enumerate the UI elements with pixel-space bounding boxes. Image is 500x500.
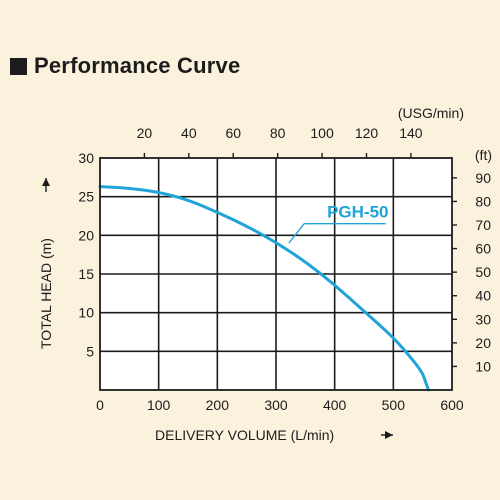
right-tick-label: 40 [475,288,491,304]
right-tick-label: 50 [475,264,491,280]
top-tick-label: 120 [355,125,379,141]
top-tick-label: 140 [399,125,423,141]
y-tick-label: 10 [78,305,94,321]
top-tick-label: 80 [270,125,286,141]
axis-labels: (USG/min) (ft) DELIVERY VOLUME (L/min) TOTA… [38,105,492,443]
right-tick-label: 70 [475,217,491,233]
x-tick-label: 500 [382,397,406,413]
top-tick-label: 60 [225,125,241,141]
series-label-leader [288,223,305,244]
right-axis-unit: (ft) [475,147,492,163]
right-tick-label: 20 [475,335,491,351]
x-tick-label: 200 [206,397,230,413]
y-axis-arrow-head [42,178,50,186]
title-block: Performance Curve [10,53,240,79]
x-axis-arrow-head [385,431,393,439]
top-tick-label: 20 [137,125,153,141]
y-tick-label: 30 [78,150,94,166]
x-tick-label: 100 [147,397,171,413]
plot-frame [99,153,457,391]
y-tick-label: 5 [86,343,94,359]
x-tick-label: 0 [96,397,104,413]
x-tick-label: 400 [323,397,347,413]
title-bullet-square [10,57,27,75]
x-axis-label: DELIVERY VOLUME (L/min) [155,427,334,443]
series-label: PGH-50 [327,203,388,222]
right-tick-label: 60 [475,241,491,257]
x-tick-label: 600 [440,397,464,413]
y-tick-label: 20 [78,227,94,243]
grid-lines [100,158,452,390]
right-tick-label: 10 [475,358,491,374]
y-tick-label: 25 [78,189,94,205]
page-title: Performance Curve [34,53,241,78]
series-layer: PGH-50 [98,185,431,392]
tick-labels: 0 100 200 300 400 500 600 5 10 15 20 25 30 20 40 60 80 10… [78,125,491,413]
y-tick-label: 15 [78,266,94,282]
right-tick-label: 90 [475,170,491,186]
x-tick-label: 300 [264,397,288,413]
top-tick-label: 40 [181,125,197,141]
right-tick-label: 30 [475,311,491,327]
top-axis-unit: (USG/min) [398,105,464,121]
y-axis-label: TOTAL HEAD (m) [38,238,54,349]
right-tick-label: 80 [475,193,491,209]
top-tick-label: 100 [310,125,334,141]
plot-border [99,157,453,391]
series-line-pgh-50 [98,185,431,392]
